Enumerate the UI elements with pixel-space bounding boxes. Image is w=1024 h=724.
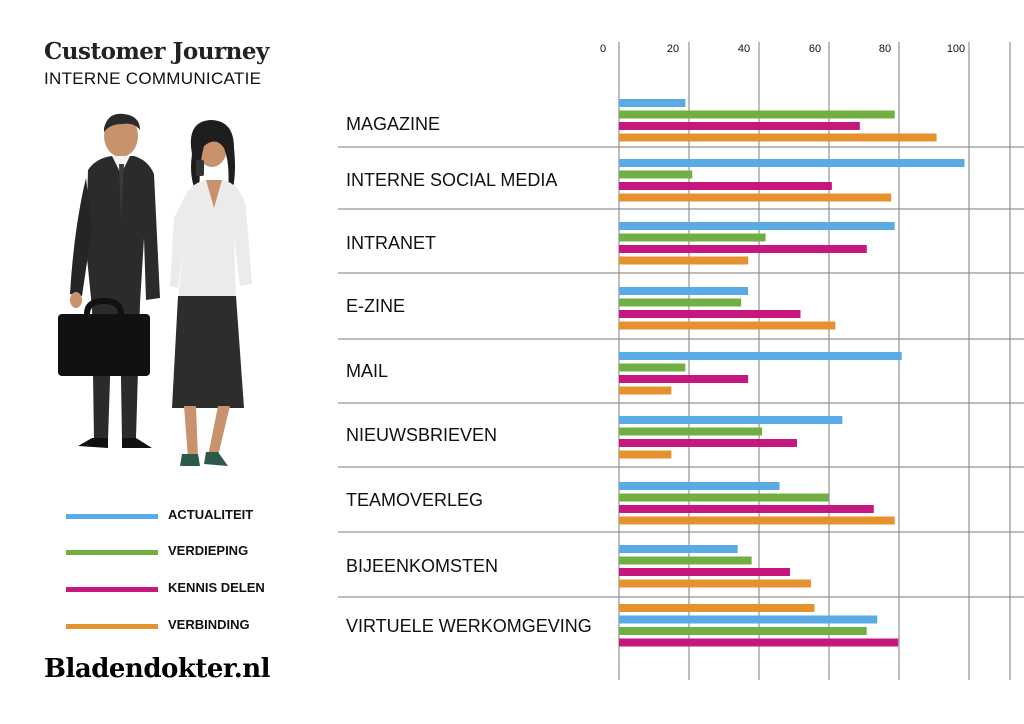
bar-verbinding [619, 256, 749, 265]
bar-kennis-delen [619, 505, 874, 513]
bar-kennis-delen [619, 568, 791, 576]
legend-swatch [66, 587, 158, 592]
bar-kennis-delen [619, 638, 899, 647]
legend-item-verbinding: VERBINDING [60, 616, 320, 636]
x-tick-label: 20 [667, 43, 679, 55]
bar-verbinding [619, 604, 815, 612]
bar-verdieping [619, 627, 867, 635]
bar-verdieping [619, 363, 686, 372]
bar-verdieping [619, 556, 752, 565]
bar-actualiteit [619, 159, 965, 167]
bar-verbinding [619, 450, 672, 459]
category-label: E-ZINE [346, 296, 405, 316]
bar-kennis-delen [619, 375, 749, 383]
brand-name: Bladendokter.nl [44, 654, 271, 684]
bar-actualiteit [619, 416, 843, 424]
bar-kennis-delen [619, 122, 860, 130]
bar-actualiteit [619, 352, 902, 360]
bar-kennis-delen [619, 310, 801, 318]
business-people-icon [48, 108, 298, 478]
bar-verbinding [619, 386, 672, 395]
category-label: INTERNE SOCIAL MEDIA [346, 170, 557, 190]
x-tick-label: 80 [879, 43, 891, 55]
category-label: INTRANET [346, 233, 436, 253]
bar-verdieping [619, 427, 763, 436]
bar-actualiteit [619, 615, 878, 624]
page-subtitle: INTERNE COMMUNICATIE [44, 69, 262, 88]
bar-verdieping [619, 170, 693, 179]
category-label: BIJEENKOMSTEN [346, 556, 498, 576]
bar-verbinding [619, 133, 937, 142]
businessman-figure [58, 113, 160, 448]
category-label: TEAMOVERLEG [346, 490, 483, 510]
legend-label: VERDIEPING [168, 543, 249, 558]
x-tick-label: 40 [738, 43, 750, 55]
bar-actualiteit [619, 222, 895, 230]
businesswoman-figure [170, 120, 252, 466]
bar-verbinding [619, 579, 811, 588]
bar-actualiteit [619, 287, 749, 295]
x-tick-label: 60 [809, 43, 821, 55]
legend-swatch [66, 550, 158, 555]
legend-item-kennis-delen: KENNIS DELEN [60, 579, 320, 599]
x-tick-label: 100 [947, 43, 965, 55]
bar-kennis-delen [619, 245, 867, 253]
category-label: MAGAZINE [346, 114, 440, 134]
bar-kennis-delen [619, 439, 797, 447]
category-label: MAIL [346, 361, 388, 381]
x-tick-label: 0 [600, 43, 606, 55]
bar-verdieping [619, 298, 742, 307]
bar-verbinding [619, 321, 836, 330]
bar-kennis-delen [619, 182, 832, 190]
legend-label: VERBINDING [168, 617, 250, 632]
page-title: Customer Journey [44, 38, 269, 65]
bar-verbinding [619, 193, 892, 202]
legend-label: KENNIS DELEN [168, 580, 265, 595]
bar-actualiteit [619, 99, 686, 107]
bar-verdieping [619, 110, 895, 119]
category-label: NIEUWSBRIEVEN [346, 425, 497, 445]
legend-item-actualiteit: ACTUALITEIT [60, 506, 320, 526]
bar-actualiteit [619, 482, 780, 490]
bar-actualiteit [619, 545, 738, 553]
bar-verbinding [619, 516, 895, 525]
bar-verdieping [619, 233, 766, 242]
category-label: VIRTUELE WERKOMGEVING [346, 616, 592, 636]
bar-verdieping [619, 493, 829, 502]
legend-label: ACTUALITEIT [168, 507, 254, 522]
legend-swatch [66, 624, 158, 629]
legend-item-verdieping: VERDIEPING [60, 542, 320, 562]
chart-legend: ACTUALITEIT VERDIEPING KENNIS DELEN VERB… [60, 500, 320, 640]
legend-swatch [66, 514, 158, 519]
